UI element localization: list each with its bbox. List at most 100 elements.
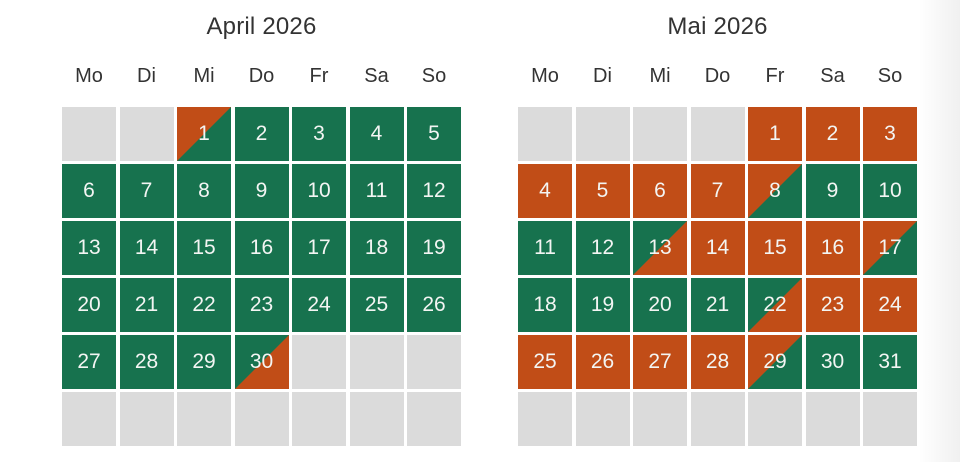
empty-day-cell [518, 392, 572, 446]
day-cell-14[interactable]: 14 [119, 221, 174, 275]
day-cell-28[interactable]: 28 [119, 335, 174, 389]
calendar-month-title: Mai 2026 [667, 13, 768, 40]
empty-day-cell [349, 392, 404, 446]
weekday-label-mo: Mo [531, 65, 559, 87]
empty-day-cell [119, 392, 174, 446]
weekday-label-di: Di [137, 65, 156, 87]
empty-day-cell [62, 107, 116, 161]
empty-day-cell [575, 107, 630, 161]
weekday-header-row: Mo Di Mi Do Fr Sa So [518, 63, 917, 90]
day-cell-25[interactable]: 25 [349, 278, 404, 332]
day-cell-21[interactable]: 21 [690, 278, 745, 332]
empty-day-cell [119, 107, 174, 161]
day-cell-8[interactable]: 8 [177, 164, 231, 218]
day-cell-23[interactable]: 23 [234, 278, 289, 332]
day-cell-2[interactable]: 2 [234, 107, 289, 161]
day-cell-11[interactable]: 11 [349, 164, 404, 218]
empty-day-cell [62, 392, 116, 446]
day-cell-27[interactable]: 27 [633, 335, 687, 389]
day-cell-15[interactable]: 15 [748, 221, 802, 275]
day-cell-30[interactable]: 30 [805, 335, 860, 389]
weekday-label-do: Do [704, 65, 731, 87]
day-cell-28[interactable]: 28 [690, 335, 745, 389]
day-cell-5[interactable]: 5 [575, 164, 630, 218]
empty-day-cell [177, 392, 231, 446]
day-cell-12[interactable]: 12 [575, 221, 630, 275]
day-cell-16[interactable]: 16 [234, 221, 289, 275]
day-cell-1[interactable]: 1 [748, 107, 802, 161]
day-cell-15[interactable]: 15 [177, 221, 231, 275]
day-cell-19[interactable]: 19 [407, 221, 461, 275]
day-cell-26[interactable]: 26 [407, 278, 461, 332]
right-edge-shadow [918, 0, 960, 462]
day-cell-19[interactable]: 19 [575, 278, 630, 332]
empty-day-cell [407, 392, 461, 446]
weekday-label-sa: Sa [364, 65, 389, 87]
day-cell-4[interactable]: 4 [349, 107, 404, 161]
day-cell-27[interactable]: 27 [62, 335, 116, 389]
day-cell-12[interactable]: 12 [407, 164, 461, 218]
weekday-label-mi: Mi [649, 65, 671, 87]
day-cell-7[interactable]: 7 [690, 164, 745, 218]
weekday-label-sa: Sa [820, 65, 845, 87]
day-cell-5[interactable]: 5 [407, 107, 461, 161]
empty-day-cell [633, 392, 687, 446]
empty-day-cell [234, 392, 289, 446]
empty-day-cell [349, 335, 404, 389]
day-cell-30[interactable]: 30 [234, 335, 289, 389]
day-cell-14[interactable]: 14 [690, 221, 745, 275]
day-cell-6[interactable]: 6 [62, 164, 116, 218]
day-cell-18[interactable]: 18 [349, 221, 404, 275]
day-grid: 1 2 3 4 5 6 7 8 9 10 11 12 13 14 15 16 17 18 19 20 21 22 23 24 2… [518, 107, 917, 446]
day-cell-20[interactable]: 20 [62, 278, 116, 332]
day-cell-16[interactable]: 16 [805, 221, 860, 275]
day-cell-1[interactable]: 1 [177, 107, 231, 161]
day-cell-31[interactable]: 31 [863, 335, 917, 389]
day-cell-9[interactable]: 9 [234, 164, 289, 218]
empty-day-cell [407, 335, 461, 389]
weekday-label-fr: Fr [765, 65, 785, 87]
day-cell-25[interactable]: 25 [518, 335, 572, 389]
day-cell-13[interactable]: 13 [62, 221, 116, 275]
weekday-label-di: Di [593, 65, 612, 87]
day-cell-29[interactable]: 29 [177, 335, 231, 389]
day-cell-22[interactable]: 22 [177, 278, 231, 332]
day-cell-7[interactable]: 7 [119, 164, 174, 218]
day-cell-2[interactable]: 2 [805, 107, 860, 161]
weekday-header-row: Mo Di Mi Do Fr Sa So [62, 63, 461, 90]
day-cell-26[interactable]: 26 [575, 335, 630, 389]
day-cell-18[interactable]: 18 [518, 278, 572, 332]
day-cell-3[interactable]: 3 [863, 107, 917, 161]
empty-day-cell [518, 107, 572, 161]
empty-day-cell [690, 107, 745, 161]
weekday-label-mo: Mo [75, 65, 103, 87]
day-cell-9[interactable]: 9 [805, 164, 860, 218]
day-cell-24[interactable]: 24 [863, 278, 917, 332]
weekday-label-mi: Mi [193, 65, 215, 87]
day-grid: 1 2 3 4 5 6 7 8 9 10 11 12 13 14 15 16 17 18 19 20 21 22 23 24 2… [62, 107, 461, 446]
day-cell-13[interactable]: 13 [633, 221, 687, 275]
day-cell-10[interactable]: 10 [292, 164, 346, 218]
empty-day-cell [690, 392, 745, 446]
day-cell-11[interactable]: 11 [518, 221, 572, 275]
day-cell-3[interactable]: 3 [292, 107, 346, 161]
empty-day-cell [748, 392, 802, 446]
day-cell-10[interactable]: 10 [863, 164, 917, 218]
day-cell-6[interactable]: 6 [633, 164, 687, 218]
day-cell-20[interactable]: 20 [633, 278, 687, 332]
empty-day-cell [863, 392, 917, 446]
empty-day-cell [292, 392, 346, 446]
day-cell-22[interactable]: 22 [748, 278, 802, 332]
calendar-month-title: April 2026 [206, 13, 317, 40]
day-cell-24[interactable]: 24 [292, 278, 346, 332]
day-cell-8[interactable]: 8 [748, 164, 802, 218]
day-cell-29[interactable]: 29 [748, 335, 802, 389]
day-cell-17[interactable]: 17 [292, 221, 346, 275]
empty-day-cell [805, 392, 860, 446]
day-cell-21[interactable]: 21 [119, 278, 174, 332]
weekday-label-so: So [877, 65, 903, 87]
day-cell-4[interactable]: 4 [518, 164, 572, 218]
day-cell-23[interactable]: 23 [805, 278, 860, 332]
day-cell-17[interactable]: 17 [863, 221, 917, 275]
